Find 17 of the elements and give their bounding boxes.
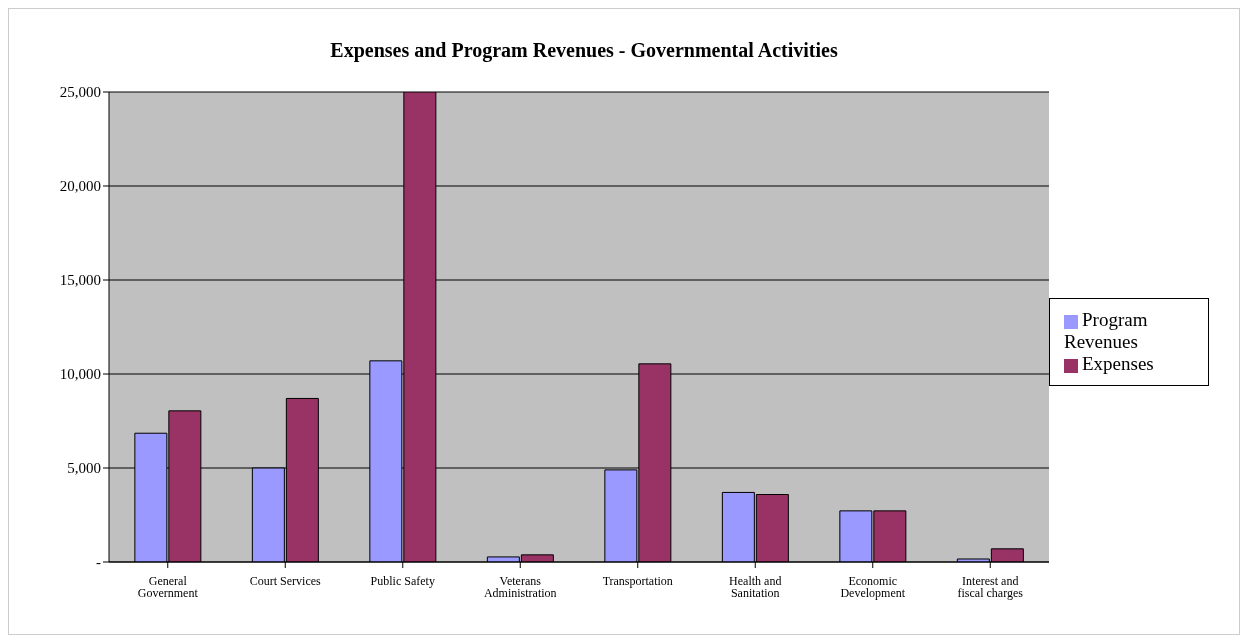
y-tick-label: 15,000 <box>59 272 101 289</box>
y-tick-label: 20,000 <box>59 178 101 195</box>
x-tick-label: Interest and fiscal charges <box>957 573 1024 600</box>
legend-label: Program Revenues <box>1064 309 1148 352</box>
x-tick-label: Economic Development <box>840 573 906 600</box>
y-tick-label: 25,000 <box>59 84 101 101</box>
chart-title: Expenses and Program Revenues - Governmental Activities <box>329 38 839 62</box>
x-tick-label: General Government <box>137 573 199 600</box>
x-tick-label: Court Services <box>249 573 322 588</box>
y-tick-label: 10,000 <box>59 366 101 383</box>
x-tick-label: Public Safety <box>370 573 435 588</box>
x-tick-label: Veterans Administration <box>483 573 557 600</box>
x-tick-label: Transportation <box>602 573 673 588</box>
legend-label: Expenses <box>1082 353 1154 374</box>
x-tick-label: Health and Sanitation <box>729 573 782 600</box>
y-tick-label: 5,000 <box>67 460 101 477</box>
y-tick-label: - <box>96 554 101 571</box>
